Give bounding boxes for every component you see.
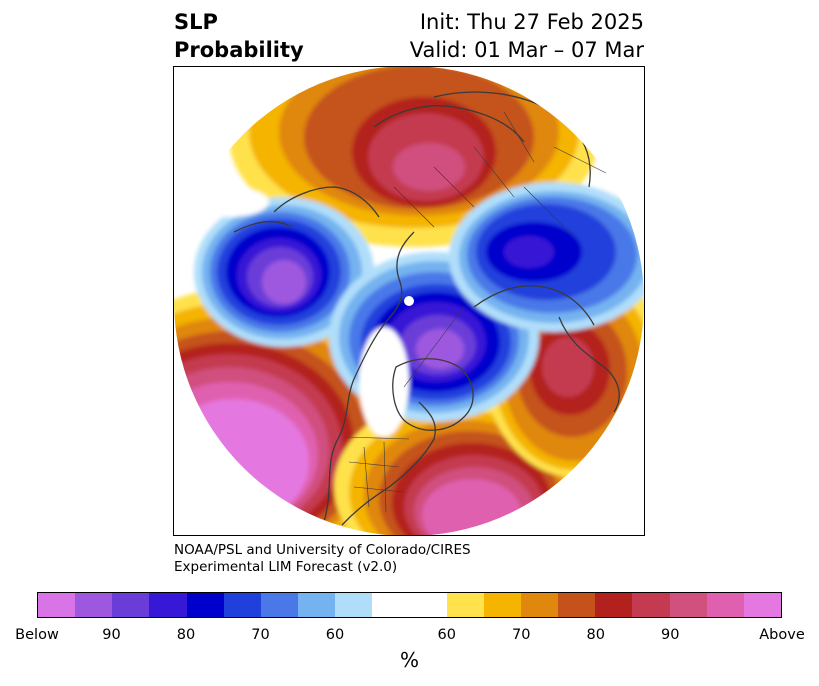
colorbar-tick-label: 80 [176,627,196,643]
title-block: SLP Probability [174,8,304,64]
colorbar-tick-label: 70 [512,627,531,643]
map-panel [173,66,645,536]
colorbar-above-segment [669,593,707,617]
colorbar-tick-label: 70 [251,627,270,643]
colorbar-above-segment [483,593,522,617]
variable-title: SLP [174,10,218,34]
colorbar-tick-label: Above [759,627,805,643]
colorbar-above-segment [706,593,744,617]
quantity-title: Probability [174,38,304,62]
colorbar-above-segment [446,593,484,617]
colorbar-below-segment [335,593,373,617]
bering-below-region [194,197,374,347]
colorbar-below-segment [260,593,299,617]
colorbar-above-segment [595,593,633,617]
colorbar-below-segment [38,593,76,617]
credit-line-1: NOAA/PSL and University of Colorado/CIRE… [174,542,471,558]
political-borders [345,111,615,513]
valid-date: Valid: 01 Mar – 07 Mar [409,38,644,62]
credit-line-2: Experimental LIM Forecast (v2.0) [174,559,398,575]
colorbar-below-segment [149,593,187,617]
date-block: Init: Thu 27 Feb 2025 Valid: 01 Mar – 07… [410,8,644,64]
colorbar-tick-label: 90 [102,627,121,643]
colorbar-below-segment [223,593,261,617]
colorbar-above-segment [521,593,559,617]
colorbar [37,592,782,618]
init-date: Init: Thu 27 Feb 2025 [419,10,644,34]
colorbar-above-segment [632,593,670,617]
colorbar-ticks: Below 90 80 70 60 60 70 80 90 Above [0,627,819,647]
colorbar-tick-label: 80 [586,627,605,643]
colorbar-unit: % [399,648,419,672]
colorbar-above-segment [743,593,782,617]
north-pole-marker [404,296,414,306]
credit-block: NOAA/PSL and University of Colorado/CIRE… [174,542,471,576]
colorbar-tick-label: 60 [325,627,345,643]
probability-map [174,67,644,535]
colorbar-below-segment [112,593,150,617]
colorbar-below-segment [186,593,224,617]
colorbar-below-segment [75,593,113,617]
colorbar-neutral-segment [372,593,447,617]
colorbar-tick-label: 60 [437,627,456,643]
colorbar-tick-label: 90 [661,627,680,643]
colorbar-tick-label: Below [15,627,59,643]
coastlines [233,91,620,526]
colorbar-above-segment [558,593,596,617]
colorbar-below-segment [298,593,336,617]
